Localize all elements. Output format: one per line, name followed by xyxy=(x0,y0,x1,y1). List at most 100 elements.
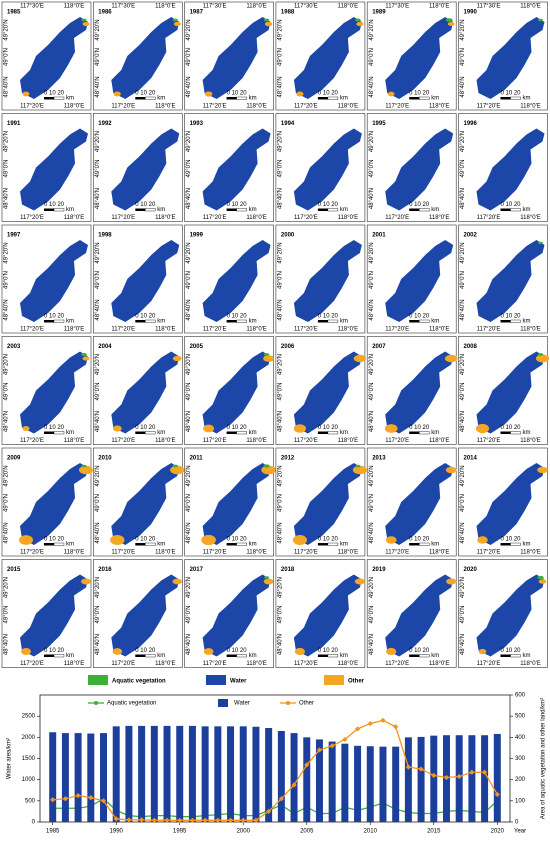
bar xyxy=(430,735,438,822)
map-year: 1987 xyxy=(190,10,204,16)
scale-unit: km xyxy=(157,430,165,436)
lat-label: 49°0'N xyxy=(460,271,466,289)
vegetation-patch xyxy=(537,575,544,580)
lat-label: 48°40'N xyxy=(95,634,101,655)
map-year: 2000 xyxy=(281,233,295,239)
scale-unit: km xyxy=(157,319,165,325)
scale-label: 0 10 20 xyxy=(500,648,521,654)
lon-label: 117°30'E xyxy=(294,4,318,10)
y-tick-label: 2500 xyxy=(22,714,36,720)
lat-label: 49°0'N xyxy=(186,383,192,401)
lon-label: 118°0'E xyxy=(246,4,266,10)
lon-label: 117°20'E xyxy=(385,215,409,221)
legend-label: Water xyxy=(234,701,250,707)
lon-label: 117°20'E xyxy=(20,104,44,110)
lon-label: 118°0'E xyxy=(246,550,266,556)
scale-unit: km xyxy=(249,207,257,213)
other-patch xyxy=(172,355,182,362)
lon-label: 118°0'E xyxy=(338,4,358,10)
lat-label: 49°20'N xyxy=(186,577,192,598)
lon-label: 117°30'E xyxy=(203,4,227,10)
lat-label: 48°40'N xyxy=(4,634,10,655)
lat-label: 49°20'N xyxy=(369,577,375,598)
y2-tick-label: 500 xyxy=(515,714,526,720)
map-year: 2009 xyxy=(7,456,21,462)
y2-tick-label: 0 xyxy=(515,820,519,826)
scale-bar xyxy=(327,96,339,100)
bar xyxy=(176,725,184,822)
scale-label: 0 10 20 xyxy=(135,314,156,320)
lon-label: 117°20'E xyxy=(203,215,227,221)
lat-label: 48°40'N xyxy=(186,522,192,543)
y-tick-label: 0 xyxy=(32,820,36,826)
map-year: 2004 xyxy=(98,344,112,350)
other-patch xyxy=(384,424,398,433)
lon-label: 118°0'E xyxy=(246,661,266,667)
lat-label: 49°0'N xyxy=(277,271,283,289)
scale-unit: km xyxy=(157,96,165,102)
lat-label: 49°20'N xyxy=(4,354,10,375)
vegetation-patch xyxy=(172,18,178,22)
scale-bar xyxy=(145,96,156,100)
lat-label: 49°0'N xyxy=(186,48,192,66)
other-patch xyxy=(354,578,366,585)
lon-label: 117°30'E xyxy=(385,4,409,10)
lat-label: 49°0'N xyxy=(4,160,10,178)
lon-label: 118°0'E xyxy=(338,104,358,110)
plot-frame xyxy=(39,694,511,823)
scale-unit: km xyxy=(157,653,165,659)
legend-label: Aquatic vegetation xyxy=(112,679,166,685)
scale-unit: km xyxy=(66,96,74,102)
scale-bar xyxy=(327,431,339,435)
marker xyxy=(380,717,386,723)
lat-label: 49°20'N xyxy=(95,19,101,40)
vegetation-patch xyxy=(355,18,361,22)
scale-unit: km xyxy=(249,653,257,659)
legend-label: Water xyxy=(230,679,247,685)
lon-label: 117°20'E xyxy=(20,327,44,333)
lon-label: 118°0'E xyxy=(520,215,540,221)
marker xyxy=(405,764,411,770)
vegetation-patch xyxy=(537,353,544,356)
marker xyxy=(469,769,475,775)
scale-unit: km xyxy=(249,96,257,102)
marker xyxy=(431,772,437,779)
scale-bar xyxy=(327,542,339,546)
lon-label: 117°20'E xyxy=(477,327,501,333)
scale-bar xyxy=(53,431,65,435)
lat-label: 49°20'N xyxy=(4,242,10,263)
map-year: 2007 xyxy=(372,344,386,350)
lon-label: 118°0'E xyxy=(338,550,358,556)
bar xyxy=(481,735,489,822)
lon-label: 117°20'E xyxy=(111,438,135,444)
lon-label: 117°20'E xyxy=(385,438,409,444)
lat-label: 49°20'N xyxy=(460,577,466,598)
lat-label: 49°0'N xyxy=(95,160,101,178)
lon-label: 118°0'E xyxy=(429,104,449,110)
map-year: 2014 xyxy=(464,456,478,462)
lat-label: 48°40'N xyxy=(95,411,101,432)
lon-label: 117°20'E xyxy=(294,438,318,444)
lon-label: 118°0'E xyxy=(64,438,84,444)
scale-bar xyxy=(236,431,247,435)
lon-label: 118°0'E xyxy=(64,327,84,333)
marker xyxy=(100,798,107,804)
scale-unit: km xyxy=(340,207,348,213)
lat-label: 48°40'N xyxy=(460,634,466,655)
legend-label: Other xyxy=(348,679,365,685)
scale-bar xyxy=(53,542,65,546)
lon-label: 117°20'E xyxy=(111,327,135,333)
scale-bar xyxy=(419,542,430,546)
scale-label: 0 10 20 xyxy=(227,648,248,654)
scale-unit: km xyxy=(340,430,348,436)
lon-label: 117°20'E xyxy=(203,327,227,333)
legend-label: Other xyxy=(299,701,314,707)
scale-bar xyxy=(419,319,430,323)
lat-label: 49°20'N xyxy=(277,465,283,486)
scale-label: 0 10 20 xyxy=(409,425,430,431)
map-year: 2012 xyxy=(281,456,295,462)
lon-label: 118°0'E xyxy=(64,550,84,556)
y2-tick-label: 100 xyxy=(515,798,526,804)
bar xyxy=(366,746,374,822)
